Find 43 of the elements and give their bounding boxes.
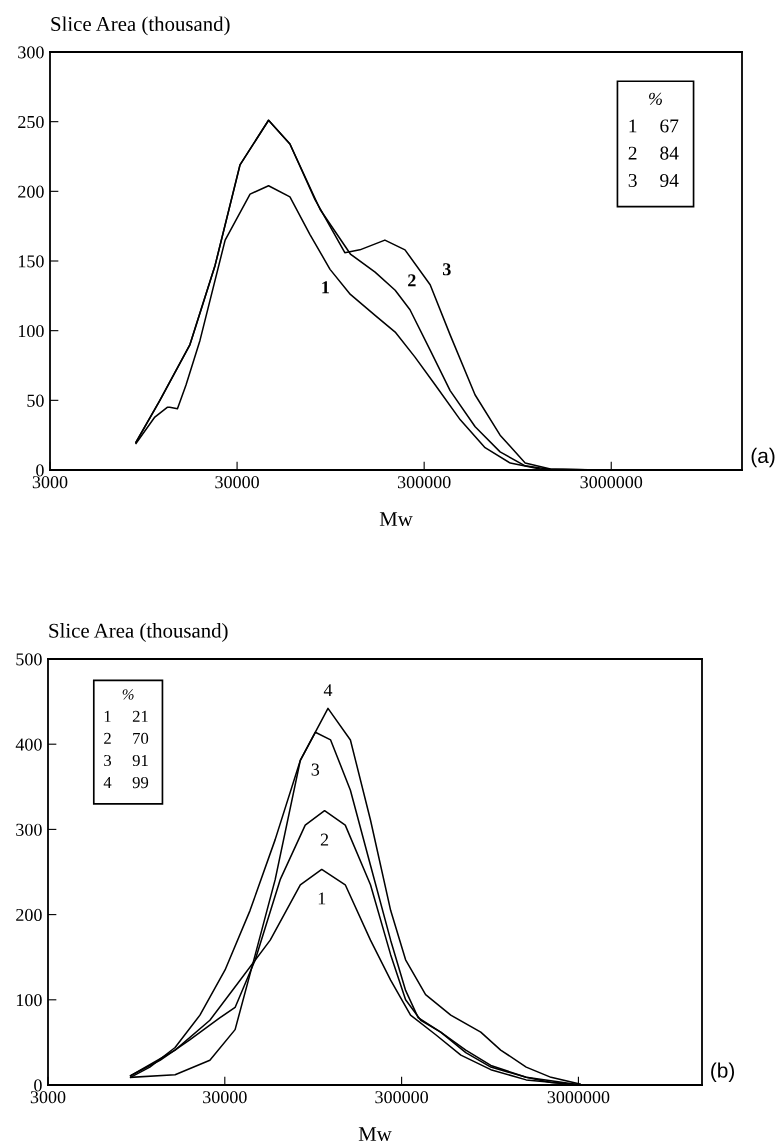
y-tick-label: 150 bbox=[18, 255, 44, 268]
text: 2 84 bbox=[628, 146, 679, 160]
text: 4 99 bbox=[103, 776, 149, 789]
x-tick-label: 3000000 bbox=[547, 1091, 610, 1104]
series-label: 1 bbox=[318, 892, 326, 905]
series-label: 3 bbox=[442, 263, 451, 276]
text: 3 91 bbox=[104, 754, 148, 767]
y-tick-label: 0 bbox=[36, 464, 44, 477]
y-tick-label: 300 bbox=[16, 823, 42, 836]
text: (b) bbox=[711, 1062, 735, 1082]
x-tick-label: 30000 bbox=[215, 476, 259, 489]
x-axis-title: Mw bbox=[379, 512, 413, 527]
y-tick-label: 400 bbox=[15, 738, 42, 751]
annotation: % bbox=[649, 92, 662, 105]
series-label: 2 bbox=[320, 833, 329, 846]
x-tick-label: 3000 bbox=[32, 476, 68, 489]
annotation: % bbox=[122, 689, 134, 700]
y-axis-title: Slice Area (thousand) bbox=[51, 16, 230, 36]
y-tick-label: 250 bbox=[18, 115, 44, 129]
series-label: 2 bbox=[408, 274, 416, 287]
x-tick-label: 3000 bbox=[30, 1091, 66, 1104]
y-tick-label: 100 bbox=[16, 994, 42, 1007]
y-tick-label: 100 bbox=[18, 324, 44, 338]
y-tick-label: 500 bbox=[16, 653, 42, 666]
x-tick-label: 300000 bbox=[375, 1091, 429, 1104]
text: (a) bbox=[751, 447, 775, 468]
text: 2 70 bbox=[104, 732, 149, 745]
x-tick-label: 300000 bbox=[397, 476, 451, 489]
y-tick-label: 200 bbox=[16, 908, 42, 922]
series-label: 4 bbox=[323, 684, 333, 697]
series-label: 3 bbox=[311, 763, 320, 776]
text: 3 94 bbox=[628, 173, 679, 187]
y-tick-label: 300 bbox=[18, 46, 44, 59]
y-tick-label: 0 bbox=[34, 1079, 42, 1092]
x-tick-label: 30000 bbox=[203, 1091, 247, 1104]
x-tick-label: 3000000 bbox=[580, 476, 643, 489]
text: 1 67 bbox=[629, 119, 679, 133]
y-tick-label: 50 bbox=[27, 394, 44, 407]
x-axis-title: Mw bbox=[358, 1127, 392, 1142]
y-tick-label: 200 bbox=[18, 185, 44, 198]
text: 1 21 bbox=[104, 710, 148, 722]
series-label: 1 bbox=[322, 281, 329, 294]
y-axis-title: Slice Area (thousand) bbox=[49, 623, 228, 642]
